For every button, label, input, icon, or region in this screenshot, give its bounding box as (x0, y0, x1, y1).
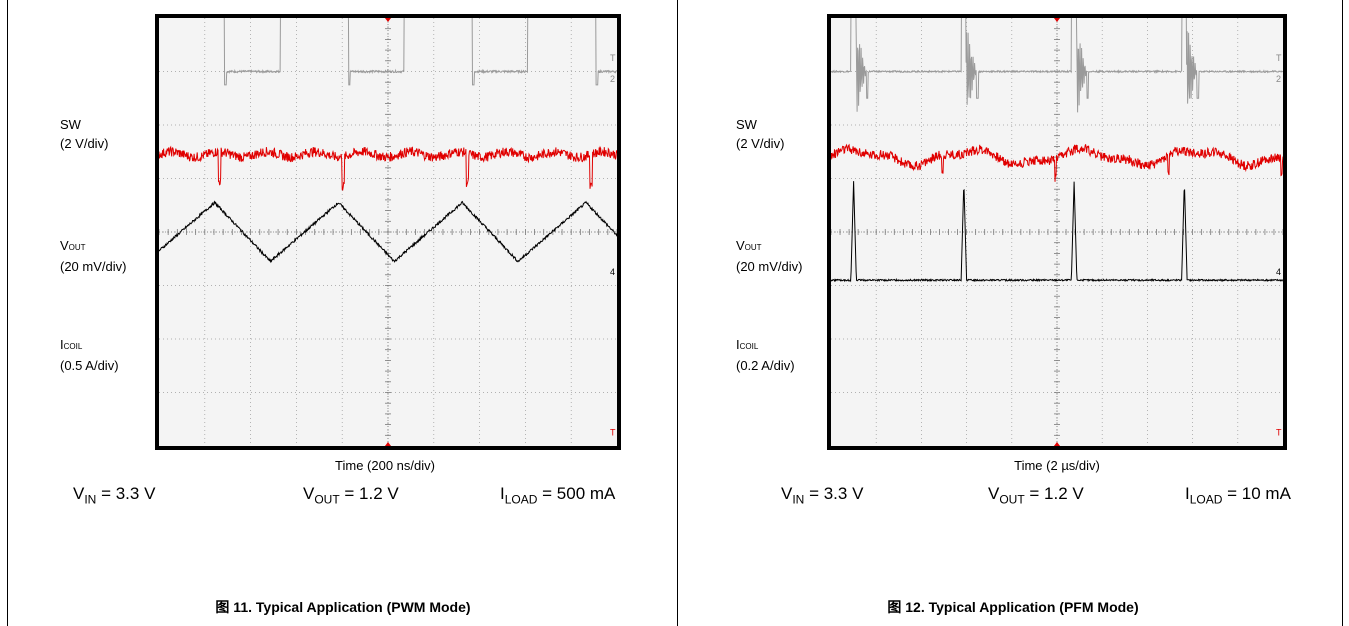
trace-sw (830, 14, 1284, 113)
trigger-position-marker-bottom (1054, 442, 1060, 446)
fig12-ch-sw-label: SW (2 V/div) (736, 117, 785, 151)
trigger-level-marker: T (610, 427, 616, 437)
channel-4-marker: 4 (610, 267, 615, 277)
fig11-cond-vin: VIN = 3.3 V (73, 484, 156, 507)
page-border-center (677, 0, 678, 626)
channel-4-marker: 4 (1276, 267, 1281, 277)
fig11-cond-vout: VOUT = 1.2 V (303, 484, 399, 507)
channel-2-marker: 2 (610, 74, 615, 84)
fig11-scope-screen: T 2 4 T (155, 14, 621, 450)
fig12-scope-plot: T 2 4 T (827, 14, 1287, 450)
page-border-right (1342, 0, 1343, 626)
trigger-position-marker-top (385, 18, 391, 22)
fig12-scope-screen: T 2 4 T (827, 14, 1287, 450)
fig11-scope-plot: T 2 4 T (155, 14, 621, 450)
trigger-position-marker-top (1054, 18, 1060, 22)
trace-vout (830, 143, 1284, 182)
figure-12-panel: SW (2 V/div) VOUT (20 mV/div) ICOIL (0.2… (678, 0, 1342, 626)
trace-icoil (830, 181, 1284, 283)
fig12-ch-vout-label: VOUT (20 mV/div) (736, 238, 803, 274)
fig11-caption: 图 11. Typical Application (PWM Mode) (215, 599, 471, 615)
fig12-cond-iload: ILOAD = 10 mA (1185, 484, 1291, 507)
fig12-ch-icoil-label: ICOIL (0.2 A/div) (736, 337, 795, 373)
scope-frame (827, 14, 1287, 450)
fig12-x-axis-label: Time (2 µs/div) (1014, 458, 1100, 473)
scope-frame (155, 14, 621, 450)
page-border-left (7, 0, 8, 626)
trace-vout (158, 145, 618, 191)
fig12-caption: 图 12. Typical Application (PFM Mode) (887, 599, 1139, 615)
channel-2-marker: 2 (1276, 74, 1281, 84)
fig11-ch-icoil-label: ICOIL (0.5 A/div) (60, 337, 119, 373)
figure-11-panel: SW (2 V/div) VOUT (20 mV/div) ICOIL (0.5… (8, 0, 677, 626)
trace-icoil (158, 200, 618, 264)
fig11-cond-iload: ILOAD = 500 mA (500, 484, 616, 507)
fig11-x-axis-label: Time (200 ns/div) (335, 458, 435, 473)
fig11-ch-sw-label: SW (2 V/div) (60, 117, 109, 151)
trace-sw (223, 14, 618, 86)
channel-1-marker: T (1276, 53, 1282, 63)
channel-1-marker: T (610, 53, 616, 63)
trigger-position-marker-bottom (385, 442, 391, 446)
trigger-level-marker: T (1276, 427, 1282, 437)
fig12-cond-vin: VIN = 3.3 V (781, 484, 864, 507)
fig12-cond-vout: VOUT = 1.2 V (988, 484, 1084, 507)
fig11-ch-vout-label: VOUT (20 mV/div) (60, 238, 127, 274)
